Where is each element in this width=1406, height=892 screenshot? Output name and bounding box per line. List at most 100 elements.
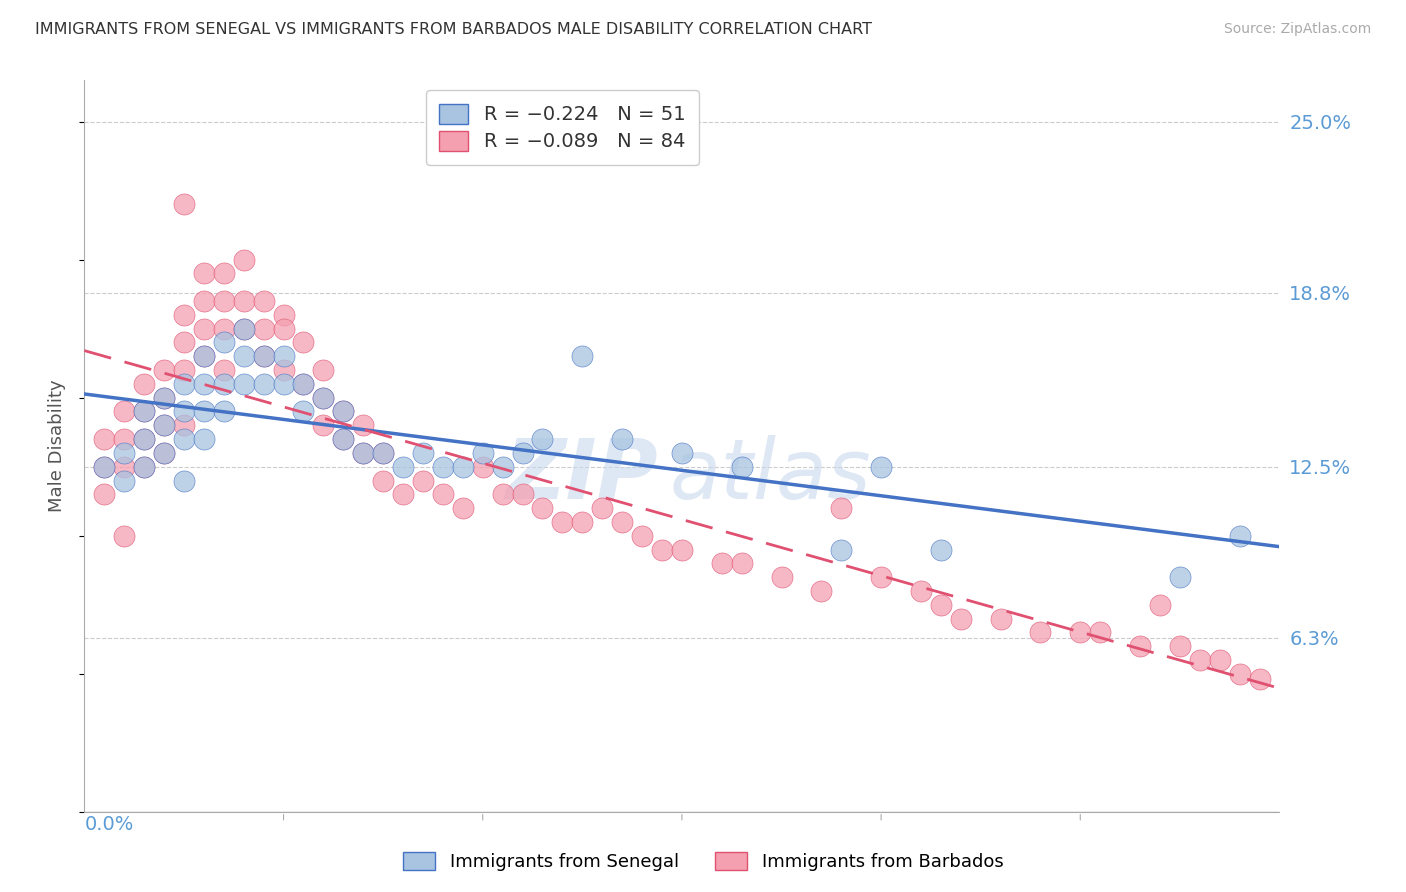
Point xyxy=(412,446,434,460)
Point xyxy=(273,376,295,391)
Point xyxy=(312,391,335,405)
Point xyxy=(153,446,176,460)
Point xyxy=(193,376,215,391)
Point xyxy=(153,391,176,405)
Point xyxy=(1149,598,1171,612)
Text: 0.0%: 0.0% xyxy=(84,815,134,834)
Point xyxy=(1188,653,1211,667)
Point xyxy=(352,418,374,433)
Point xyxy=(1209,653,1232,667)
Point xyxy=(153,418,176,433)
Point xyxy=(810,583,832,598)
Point xyxy=(193,404,215,418)
Point xyxy=(153,418,176,433)
Point xyxy=(292,376,315,391)
Point xyxy=(1129,639,1152,653)
Point xyxy=(312,363,335,377)
Point xyxy=(253,376,276,391)
Point xyxy=(352,446,374,460)
Point xyxy=(253,349,276,363)
Point xyxy=(1069,625,1091,640)
Point xyxy=(212,321,235,335)
Point xyxy=(232,252,254,267)
Point xyxy=(132,459,156,474)
Point xyxy=(1168,639,1191,653)
Point xyxy=(212,335,235,350)
Point xyxy=(93,459,115,474)
Point xyxy=(710,557,733,571)
Point xyxy=(253,321,276,335)
Point xyxy=(112,529,135,543)
Point xyxy=(373,446,395,460)
Point xyxy=(571,515,593,529)
Point xyxy=(212,376,235,391)
Point xyxy=(870,459,893,474)
Point xyxy=(212,404,235,418)
Point xyxy=(292,335,315,350)
Point xyxy=(949,611,972,625)
Point xyxy=(1168,570,1191,584)
Point xyxy=(392,459,415,474)
Point xyxy=(492,487,515,501)
Point xyxy=(193,349,215,363)
Point xyxy=(910,583,932,598)
Point xyxy=(332,432,354,446)
Point xyxy=(352,446,374,460)
Point xyxy=(153,446,176,460)
Point xyxy=(432,459,454,474)
Point xyxy=(173,418,195,433)
Text: ZIP: ZIP xyxy=(505,434,658,516)
Legend: Immigrants from Senegal, Immigrants from Barbados: Immigrants from Senegal, Immigrants from… xyxy=(395,845,1011,879)
Point xyxy=(612,515,634,529)
Point xyxy=(173,474,195,488)
Point xyxy=(193,349,215,363)
Point xyxy=(273,363,295,377)
Point xyxy=(830,501,852,516)
Point xyxy=(551,515,574,529)
Point xyxy=(153,391,176,405)
Point xyxy=(332,432,354,446)
Y-axis label: Male Disability: Male Disability xyxy=(48,380,66,512)
Point xyxy=(929,542,952,557)
Point xyxy=(132,459,156,474)
Point xyxy=(373,474,395,488)
Point xyxy=(232,321,254,335)
Point xyxy=(132,432,156,446)
Point xyxy=(212,294,235,309)
Point xyxy=(93,487,115,501)
Point xyxy=(612,432,634,446)
Point xyxy=(332,404,354,418)
Point xyxy=(193,294,215,309)
Point xyxy=(671,542,693,557)
Point xyxy=(232,376,254,391)
Point xyxy=(173,432,195,446)
Point xyxy=(990,611,1012,625)
Point xyxy=(112,432,135,446)
Point xyxy=(671,446,693,460)
Point xyxy=(591,501,613,516)
Point xyxy=(153,363,176,377)
Point xyxy=(173,363,195,377)
Point xyxy=(173,376,195,391)
Point xyxy=(451,459,474,474)
Point xyxy=(212,363,235,377)
Point xyxy=(292,404,315,418)
Point xyxy=(132,432,156,446)
Point xyxy=(332,404,354,418)
Point xyxy=(112,474,135,488)
Point xyxy=(232,294,254,309)
Point xyxy=(312,391,335,405)
Point xyxy=(531,501,554,516)
Point xyxy=(93,459,115,474)
Point xyxy=(731,557,754,571)
Point xyxy=(132,404,156,418)
Point xyxy=(651,542,673,557)
Point xyxy=(1229,529,1251,543)
Point xyxy=(373,446,395,460)
Point xyxy=(451,501,474,516)
Point xyxy=(1229,666,1251,681)
Point xyxy=(212,267,235,281)
Point xyxy=(392,487,415,501)
Point xyxy=(273,349,295,363)
Point xyxy=(112,446,135,460)
